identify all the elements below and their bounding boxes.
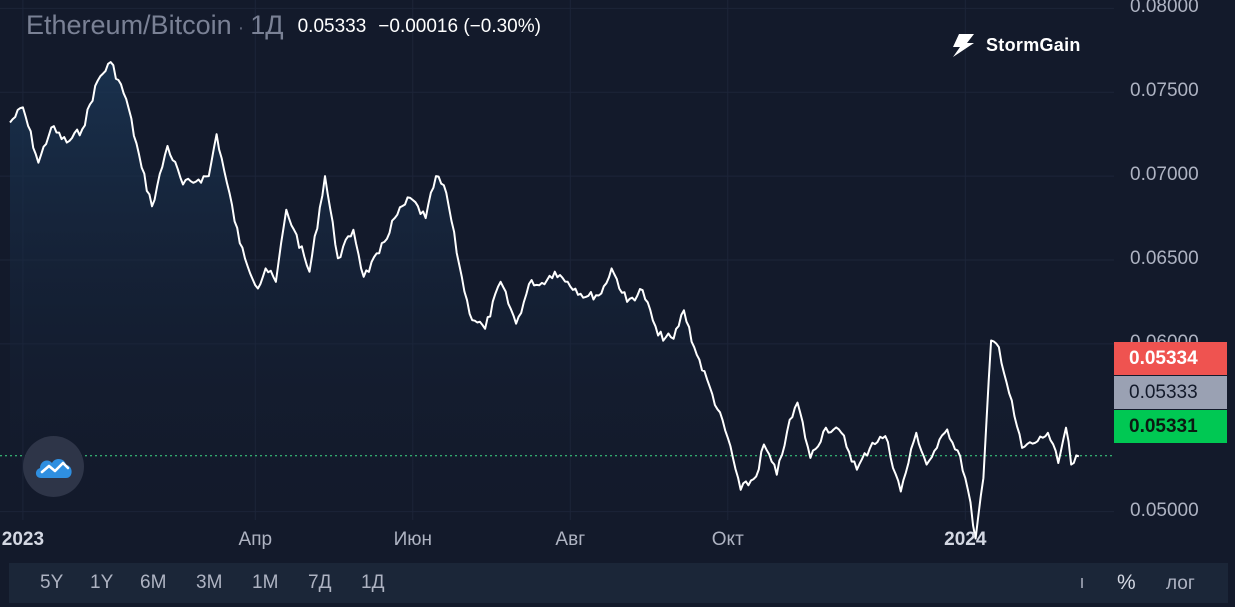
range-1d-button[interactable]: 1Д	[361, 572, 385, 593]
price-line	[9, 61, 1080, 540]
range-7d-button[interactable]: 7Д	[308, 572, 332, 593]
stormgain-logo-icon	[953, 34, 974, 57]
range-5y-button[interactable]: 5Y	[40, 572, 64, 593]
range-6m-button[interactable]: 6M	[140, 572, 167, 593]
percent-scale-toggle[interactable]: %	[1117, 571, 1136, 594]
x-tick-label: 2024	[944, 529, 987, 550]
symbol-title: Ethereum/Bitcoin	[26, 10, 232, 40]
y-tick-label: 0.05000	[1130, 499, 1199, 521]
header-separator: ·	[237, 17, 245, 39]
y-tick-label: 0.06500	[1130, 248, 1199, 269]
x-tick-label: Авг	[555, 529, 586, 550]
bid-price-label: 0.05331	[1114, 410, 1227, 443]
y-tick-label: 0.08000	[1130, 0, 1199, 18]
bottom-toolbar: 5Y 1Y 6M 3M 1M 7Д 1Д % лог	[9, 563, 1228, 603]
cloud-chart-icon	[35, 458, 72, 478]
ask-price-label: 0.05334	[1114, 342, 1227, 375]
range-1y-button[interactable]: 1Y	[90, 572, 114, 593]
tradingview-logo-button[interactable]	[23, 436, 84, 497]
brand-name: StormGain	[986, 34, 1081, 55]
last-price-label: 0.05333	[1114, 376, 1227, 409]
range-1m-button[interactable]: 1M	[252, 572, 279, 593]
stormgain-brand[interactable]: StormGain	[950, 32, 1081, 58]
chart-header: Ethereum/Bitcoin · 1Д 0.05333 −0.00016 (−0.3…	[26, 10, 553, 41]
toolbar-divider	[1081, 578, 1083, 588]
price-area-fill	[10, 62, 1079, 539]
x-tick-label: 2023	[1, 529, 45, 550]
timeframe-label: 1Д	[250, 10, 284, 40]
range-3m-button[interactable]: 3M	[196, 572, 223, 593]
price-change: −0.00016 (−0.30%)	[378, 16, 541, 37]
x-tick-label: Окт	[711, 529, 744, 550]
x-tick-label: Июн	[393, 529, 432, 550]
x-tick-label: Апр	[238, 529, 273, 550]
current-price: 0.05333	[297, 16, 367, 37]
y-tick-label: 0.07500	[1130, 80, 1199, 102]
log-scale-toggle[interactable]: лог	[1166, 573, 1195, 594]
y-tick-label: 0.07000	[1130, 164, 1199, 186]
